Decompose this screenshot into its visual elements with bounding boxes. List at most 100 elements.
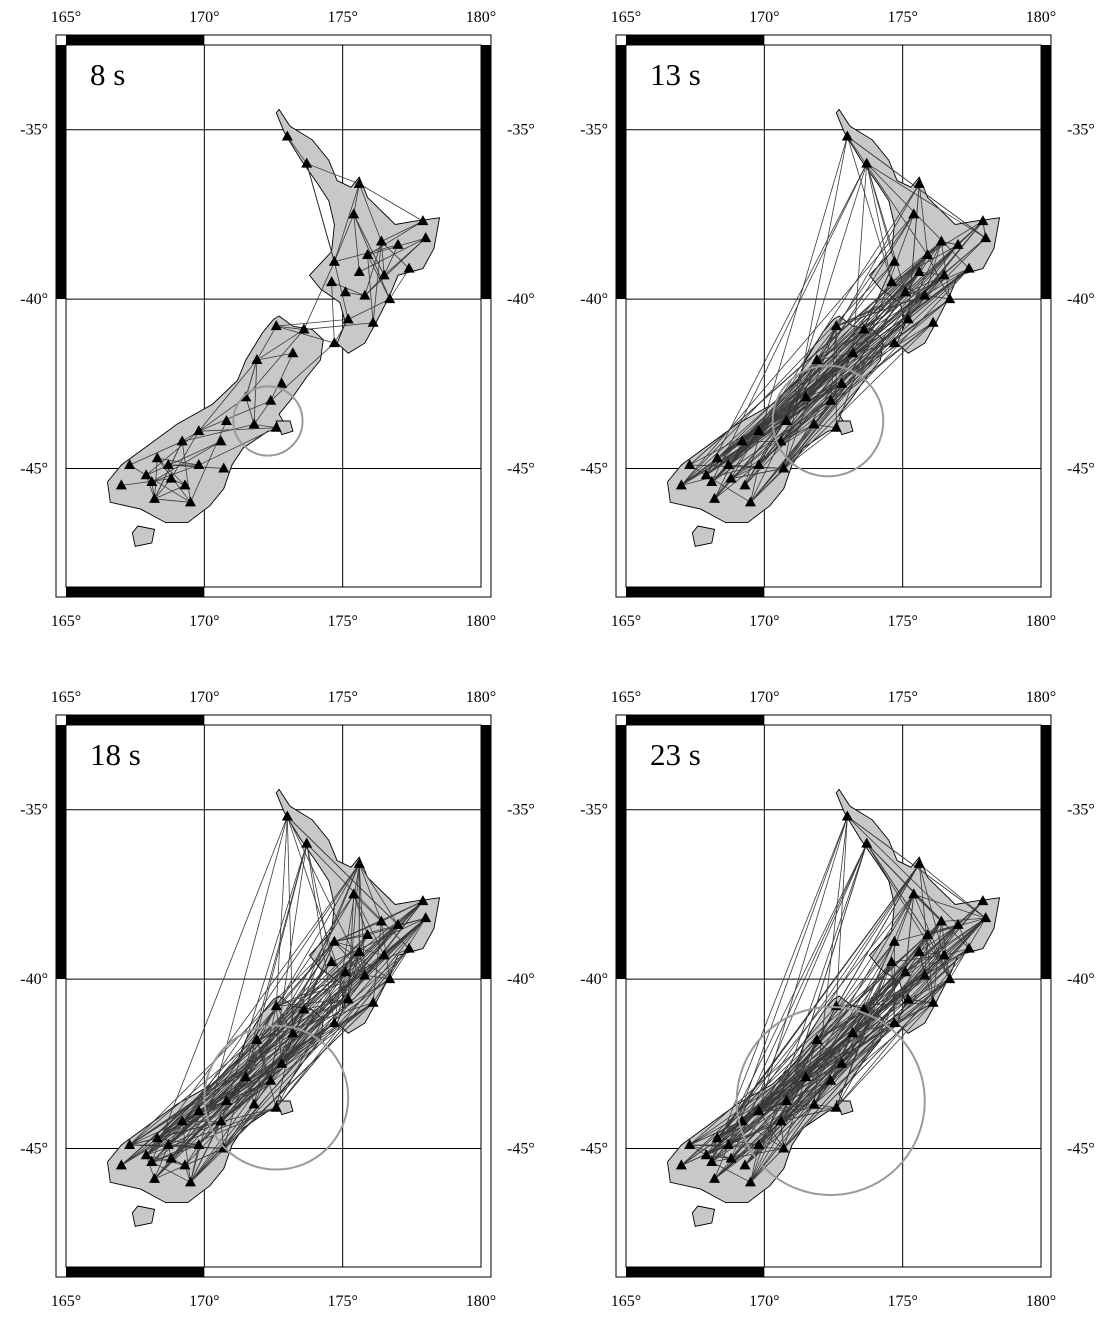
ray-path	[841, 948, 970, 1065]
ray-path	[145, 863, 360, 1156]
ray-path	[758, 1107, 837, 1112]
ray-path	[681, 971, 906, 1166]
lon-tick-top: 170°	[189, 689, 219, 706]
station-marker	[193, 1105, 205, 1116]
station-marker	[836, 1057, 848, 1068]
ray-path	[367, 254, 391, 300]
station-marker	[952, 238, 964, 249]
station-marker	[375, 235, 387, 246]
ray-path	[154, 498, 191, 503]
ray-path	[941, 241, 951, 300]
station-marker	[220, 415, 232, 426]
ray-path	[306, 843, 335, 1024]
ray-path	[894, 1002, 934, 1024]
station-marker	[711, 1132, 723, 1143]
lat-tick-right: -35°	[507, 802, 535, 819]
ray-path	[908, 978, 950, 1000]
ray-path	[714, 322, 934, 500]
ray-path	[198, 359, 258, 432]
ray-path	[256, 1039, 277, 1108]
lon-tick-top: 180°	[466, 9, 496, 26]
ray-path	[814, 1104, 837, 1109]
station-marker	[739, 479, 751, 490]
ray-path	[146, 1154, 186, 1166]
resolution-circle	[771, 364, 885, 478]
ray-path	[744, 1104, 815, 1166]
lon-tick-bottom: 175°	[887, 1293, 917, 1310]
ray-path	[281, 948, 410, 1065]
lon-tick-top: 170°	[749, 9, 779, 26]
ray-path	[333, 183, 360, 262]
lat-tick-left: -45°	[20, 460, 48, 477]
lon-tick-bottom: 165°	[611, 613, 641, 630]
frame-scale-bar	[626, 35, 765, 45]
ray-path	[863, 291, 906, 330]
ray-path	[847, 816, 959, 926]
ray-path	[275, 917, 426, 1109]
ray-path	[347, 900, 424, 1000]
station-marker	[403, 262, 415, 273]
ray-path	[758, 978, 950, 1146]
station-marker	[908, 888, 920, 899]
ray-path	[358, 183, 382, 242]
ray-path	[245, 397, 255, 425]
station-marker	[780, 1095, 792, 1106]
station-marker	[808, 418, 820, 429]
lon-tick-bottom: 170°	[749, 1293, 779, 1310]
station-marker	[753, 1105, 765, 1116]
station-marker	[248, 1098, 260, 1109]
station-marker	[378, 949, 390, 960]
ray-path	[927, 924, 959, 936]
ray-path	[741, 863, 920, 1122]
lat-tick-left: -40°	[580, 291, 608, 308]
ray-path	[275, 816, 288, 1007]
ray-path	[689, 948, 970, 1146]
station-marker	[281, 810, 293, 821]
ray-path	[730, 1144, 759, 1159]
ray-path	[154, 458, 158, 499]
ray-path	[381, 220, 424, 242]
station-marker	[193, 459, 205, 470]
map-canvas: 18 s 165° 165° 170° 170° 175° 175° 180° 180° -35°…	[20, 689, 535, 1310]
station-marker	[977, 895, 989, 906]
ray-path	[714, 999, 909, 1180]
ray-path	[905, 917, 986, 973]
station-marker	[980, 232, 992, 243]
station-marker	[270, 1101, 282, 1112]
ray-path	[805, 383, 842, 398]
ray-path	[223, 999, 349, 1149]
station-marker	[251, 1034, 263, 1045]
lon-tick-top: 165°	[611, 9, 641, 26]
ray-path	[276, 325, 304, 330]
station-marker	[281, 130, 293, 141]
station-marker	[378, 269, 390, 280]
ray-path	[711, 816, 848, 1163]
ray-path	[730, 951, 920, 1159]
station-marker	[861, 837, 873, 848]
ray-path	[750, 972, 906, 1183]
ray-path	[714, 241, 942, 500]
station-marker	[367, 996, 379, 1007]
ray-path	[245, 359, 258, 398]
station-marker	[328, 935, 340, 946]
ray-path	[907, 183, 920, 320]
ray-path	[190, 917, 426, 1183]
ray-path	[711, 1148, 784, 1163]
station-marker	[700, 469, 712, 480]
frame-scale-bar	[66, 1267, 205, 1277]
ray-path	[741, 1121, 784, 1149]
ray-path	[286, 816, 366, 976]
station-marker	[342, 313, 354, 324]
station-marker	[836, 377, 848, 388]
ray-path	[358, 863, 399, 926]
lon-tick-bottom: 170°	[189, 1293, 219, 1310]
station-marker	[858, 323, 870, 334]
ray-path	[275, 1005, 294, 1034]
ray-path	[780, 244, 959, 442]
station-marker	[367, 316, 379, 327]
ray-path	[783, 326, 837, 469]
station-marker	[739, 1159, 751, 1170]
lon-tick-bottom: 165°	[51, 613, 81, 630]
station-marker	[775, 435, 787, 446]
station-marker	[185, 1176, 196, 1187]
